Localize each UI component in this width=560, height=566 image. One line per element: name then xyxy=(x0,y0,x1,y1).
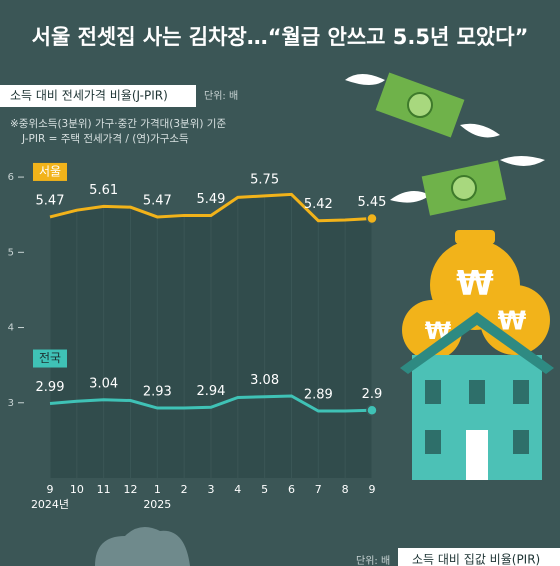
footer-unit: 단위: 배 xyxy=(356,554,390,566)
legend-label: 서울 xyxy=(39,164,61,178)
x-tick-label: 2 xyxy=(181,483,188,496)
x-tick-label: 9 xyxy=(47,483,54,496)
x-tick-sublabel: 2025 xyxy=(143,498,171,511)
line xyxy=(49,192,373,223)
flying-bill xyxy=(345,72,500,138)
legend-box xyxy=(33,162,67,181)
data-label: 5.47 xyxy=(143,193,172,208)
x-tick-label: 12 xyxy=(123,483,137,496)
end-marker xyxy=(366,212,378,225)
x-tick-label: 7 xyxy=(315,483,322,496)
x-tick-sublabel: 2024년 xyxy=(31,498,69,511)
house xyxy=(400,312,554,480)
x-tick-label: 8 xyxy=(342,483,349,496)
note: ※중위소득(3분위) 가구·중간 가격대(3분위) 기준 xyxy=(10,117,226,130)
data-label: 3.04 xyxy=(89,376,118,391)
data-label: 2.89 xyxy=(304,388,333,403)
cloud xyxy=(95,527,190,566)
x-tick-label: 9 xyxy=(368,483,375,496)
subtitle: 소득 대비 전세가격 비율(J-PIR) xyxy=(10,89,168,103)
y-tick-label: 5 xyxy=(8,247,14,258)
line xyxy=(49,394,373,413)
y-tick-label: 6 xyxy=(8,172,14,183)
note: J-PIR = 주택 전세가격 / (연)가구소득 xyxy=(21,132,189,145)
subtitle-box xyxy=(0,85,196,107)
footer-title: 소득 대비 집값 비율(PIR) xyxy=(412,553,540,566)
data-label: 2.99 xyxy=(36,380,65,395)
flying-bill xyxy=(390,156,545,216)
data-label: 2.94 xyxy=(197,384,226,399)
unit: 단위: 배 xyxy=(204,89,238,102)
money-bags: ₩ ₩ ₩ xyxy=(402,230,550,360)
data-label: 2.9 xyxy=(362,387,383,402)
data-label: 2.93 xyxy=(143,385,172,400)
legend-box xyxy=(33,349,67,368)
svg-text:₩: ₩ xyxy=(456,264,494,304)
end-marker xyxy=(366,404,378,417)
data-label: 3.08 xyxy=(250,373,279,388)
data-label: 5.49 xyxy=(197,192,226,207)
footer-box xyxy=(398,548,560,566)
data-label: 5.45 xyxy=(357,195,386,210)
x-tick-label: 6 xyxy=(288,483,295,496)
x-tick-label: 10 xyxy=(70,483,84,496)
legend-label: 전국 xyxy=(39,351,61,365)
data-label: 5.61 xyxy=(89,183,118,198)
x-tick-label: 11 xyxy=(97,483,111,496)
x-tick-label: 5 xyxy=(261,483,268,496)
y-tick-label: 4 xyxy=(8,323,14,334)
x-tick-label: 1 xyxy=(154,483,161,496)
x-tick-label: 4 xyxy=(234,483,241,496)
data-label: 5.75 xyxy=(250,172,279,187)
data-label: 5.42 xyxy=(304,197,333,212)
x-tick-label: 3 xyxy=(207,483,214,496)
chart-title: 서울 전셋집 사는 김차장…“월급 안쓰고 5.5년 모았다” xyxy=(32,25,529,49)
y-tick-label: 3 xyxy=(8,398,14,409)
data-label: 5.47 xyxy=(36,193,65,208)
